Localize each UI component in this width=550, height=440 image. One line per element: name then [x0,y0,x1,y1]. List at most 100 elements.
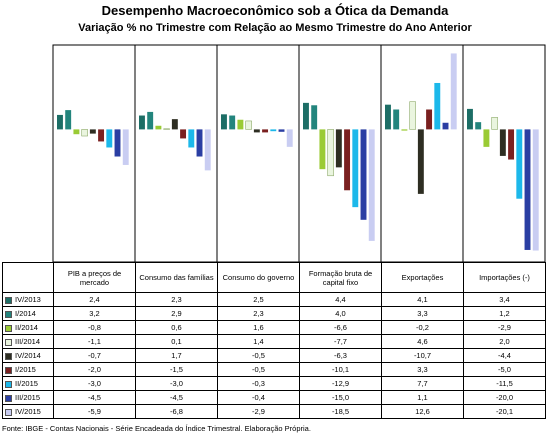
bar [532,129,539,251]
legend-swatch [5,408,12,416]
value-cell: -7,7 [299,334,382,349]
legend-swatch [5,366,12,374]
bar [89,129,96,134]
legend-entry: IV/2015 [2,404,54,419]
category-label: PIB a preços de mercado [53,262,136,293]
value-cell: -4,4 [463,348,546,363]
category-label: Formação bruta de capital fixo [299,262,382,293]
bar [98,129,105,142]
legend-label: IV/2014 [15,351,41,360]
bar [352,129,359,208]
legend-label: II/2014 [15,323,38,332]
bar [491,117,498,130]
value-cell: -0,5 [217,362,300,377]
value-cell: -10,7 [381,348,464,363]
data-row: IV/2013 2,4 2,3 2,5 4,4 4,1 3,4 [2,292,546,307]
bar [270,129,277,132]
legend-entry: III/2014 [2,334,54,349]
legend-entry: II/2014 [2,320,54,335]
bar [262,129,269,133]
value-cell: -1,1 [53,334,136,349]
bar [417,129,424,194]
bar [426,109,433,130]
value-cell: 4,4 [299,292,382,307]
bar [344,129,351,191]
legend-swatch [5,338,12,346]
legend-entry: III/2015 [2,390,54,405]
bar [139,115,145,130]
value-cell: -5,0 [463,362,546,377]
bar [196,129,203,157]
bar [73,129,80,135]
value-cell: 2,3 [217,306,300,321]
legend-swatch [5,380,12,388]
legend-swatch [5,394,12,402]
value-cell: 1,2 [463,306,546,321]
value-cell: -15,0 [299,390,382,405]
legend-swatch [5,296,12,304]
value-cell: 1,1 [381,390,464,405]
bar [155,125,162,130]
bar [122,129,129,165]
value-cell: -6,6 [299,320,382,335]
data-row: IV/2015 -5,9 -6,8 -2,9 -18,5 12,6 -20,1 [2,404,546,419]
legend-label: II/2015 [15,379,38,388]
value-cell: -0,5 [217,348,300,363]
value-cell: -0,3 [217,376,300,391]
bar [475,122,482,130]
value-cell: 0,6 [135,320,218,335]
bar [385,104,391,130]
source-note: Fonte: IBGE - Contas Nacionais - Série E… [2,424,311,433]
value-cell: -20,0 [463,390,546,405]
header-row: PIB a preços de mercado Consumo das famíl… [2,262,546,293]
value-cell: -4,5 [53,390,136,405]
data-row: III/2015 -4,5 -4,5 -0,4 -15,0 1,1 -20,0 [2,390,546,405]
value-cell: -3,0 [135,376,218,391]
bar [434,82,441,130]
bar [188,129,195,148]
value-cell: 12,6 [381,404,464,419]
bar [311,105,318,130]
category-label: Exportações [381,262,464,293]
value-cell: -0,8 [53,320,136,335]
value-cell: -0,7 [53,348,136,363]
bar [237,119,244,130]
bar [180,129,187,139]
value-cell: 2,4 [53,292,136,307]
data-row: I/2015 -2,0 -1,5 -0,5 -10,1 3,3 -5,0 [2,362,546,377]
value-cell: 3,2 [53,306,136,321]
value-cell: 7,7 [381,376,464,391]
legend-label: III/2014 [15,337,41,346]
bar [467,108,473,130]
bar [106,129,113,148]
bar [319,129,326,170]
bar [516,129,523,199]
value-cell: -6,3 [299,348,382,363]
value-cell: -0,2 [381,320,464,335]
value-cell: -2,9 [217,404,300,419]
legend-label: I/2015 [15,365,36,374]
bar [483,129,490,147]
bar [221,114,227,130]
bar [327,129,334,177]
chart: Desempenho Macroeconômico sob a Ótica da… [52,3,546,262]
value-cell: 3,4 [463,292,546,307]
bar [409,101,416,130]
value-cell: 1,4 [217,334,300,349]
legend-entry: IV/2013 [2,292,54,307]
value-cell: 2,9 [135,306,218,321]
bar [393,109,400,130]
bar [253,129,260,133]
value-cell: 3,3 [381,362,464,377]
bar [147,111,154,130]
value-cell: -10,1 [299,362,382,377]
legend-label: IV/2013 [15,295,41,304]
value-cell: 1,6 [217,320,300,335]
value-cell: 2,3 [135,292,218,307]
bar [114,129,121,157]
data-row: II/2015 -3,0 -3,0 -0,3 -12,9 7,7 -11,5 [2,376,546,391]
value-cell: -12,9 [299,376,382,391]
header-cell [2,262,54,293]
value-cell: -2,0 [53,362,136,377]
value-cell: -1,5 [135,362,218,377]
